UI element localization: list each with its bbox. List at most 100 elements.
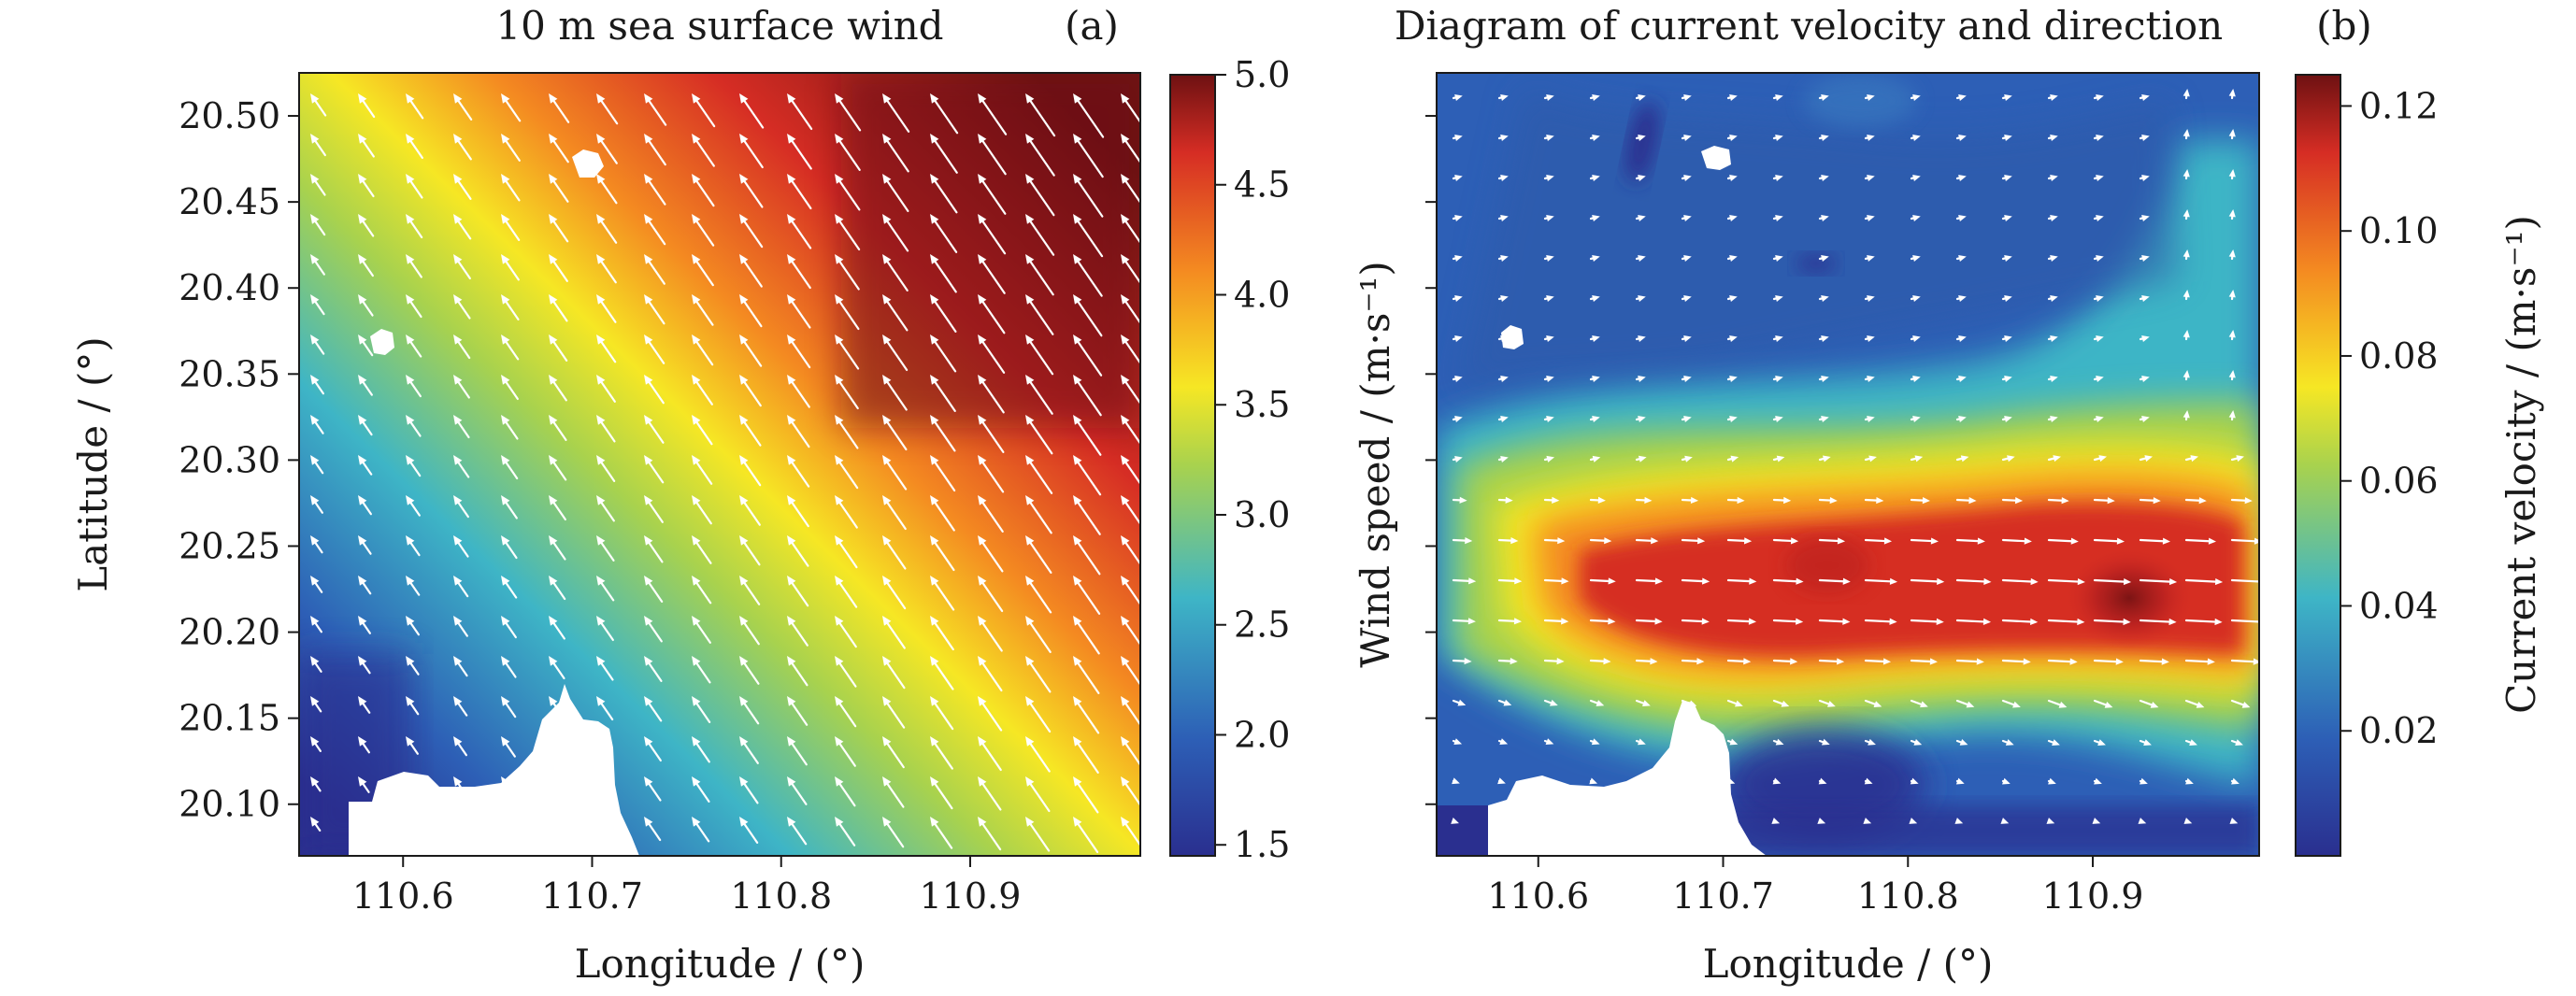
current-vector-arrow — [1589, 577, 1616, 585]
current-vector-arrow — [2139, 174, 2150, 181]
current-vector-arrow — [1863, 818, 1872, 824]
wind-vector-arrow — [930, 576, 955, 611]
current-vector-arrow — [2093, 739, 2106, 746]
current-vector-arrow — [2001, 537, 2032, 545]
wind-vector-arrow — [358, 415, 373, 436]
wind-vector-arrow — [596, 535, 615, 562]
current-vector-arrow — [1452, 618, 1476, 625]
wind-vector-arrow — [1025, 455, 1053, 494]
wind-vector-arrow — [358, 294, 374, 317]
current-vector-arrow — [1681, 618, 1710, 625]
wind-vector-arrow — [787, 616, 809, 647]
wind-vector-arrow — [406, 455, 422, 477]
current-vector-arrow — [1726, 334, 1738, 342]
current-vector-arrow — [1726, 537, 1753, 545]
wind-vector-arrow — [549, 455, 567, 481]
wind-vector-arrow — [406, 616, 420, 636]
current-vector-arrow — [1635, 537, 1659, 545]
current-vector-arrow — [1772, 496, 1792, 505]
wind-vector-arrow — [739, 294, 763, 328]
wind-vector-arrow — [358, 174, 375, 198]
current-vector-arrow — [2001, 254, 2012, 262]
current-vector-arrow — [2047, 777, 2056, 785]
wind-vector-arrow — [549, 254, 568, 282]
wind-vector-arrow — [1121, 174, 1140, 205]
current-vector-arrow — [2184, 618, 2223, 626]
wind-vector-arrow — [406, 134, 423, 160]
current-vector-arrow — [2229, 818, 2239, 824]
wind-vector-arrow — [835, 334, 860, 370]
wind-vector-arrow — [596, 415, 616, 443]
wind-vector-arrow — [692, 696, 711, 723]
current-vector-arrow — [1635, 375, 1646, 382]
panel-a-ylabel: Latitude / (°) — [70, 336, 116, 592]
wind-vector-arrow — [978, 254, 1006, 294]
wind-vector-arrow — [978, 696, 1003, 732]
current-vector-arrow — [2093, 294, 2104, 302]
current-vector-arrow — [1954, 818, 1964, 824]
current-vector-arrow — [2093, 497, 2115, 505]
wind-vector-arrow — [1073, 696, 1100, 734]
current-vector-arrow — [1635, 93, 1646, 101]
current-vector-arrow — [1955, 658, 1984, 665]
wind-vector-arrow — [549, 857, 563, 877]
current-vector-arrow — [1681, 294, 1692, 302]
panel-b-xtick-label: 110.7 — [1672, 875, 1774, 917]
current-vector-arrow — [1452, 699, 1467, 706]
wind-vector-arrow — [1073, 576, 1101, 615]
current-vector-arrow — [1910, 214, 1921, 221]
wind-vector-arrow — [978, 576, 1004, 613]
panel-b: 110.6 110.7 110.8 110.9 Diagram of current … — [1395, 3, 2372, 987]
current-vector-arrow — [2001, 618, 2039, 626]
current-vector-arrow — [1452, 777, 1460, 785]
wind-vector-arrow — [835, 294, 860, 331]
current-vector-arrow — [1726, 738, 1739, 746]
current-vector-arrow — [1497, 455, 1509, 462]
current-vector-arrow — [1910, 537, 1939, 545]
wind-vector-arrow — [644, 817, 662, 842]
wind-vector-arrow — [930, 817, 953, 849]
current-vector-arrow — [1543, 455, 1555, 462]
wind-vector-arrow — [596, 455, 616, 482]
wind-vector-arrow — [310, 214, 326, 236]
current-vector-arrow — [2001, 739, 2014, 746]
wind-vector-arrow — [453, 415, 470, 439]
current-vector-arrow — [1772, 658, 1798, 665]
wind-vector-arrow — [1073, 616, 1100, 655]
current-vector-arrow — [2047, 618, 2085, 626]
current-vector-arrow — [1955, 415, 1967, 422]
wind-vector-arrow — [453, 857, 465, 875]
wind-vector-arrow — [1025, 294, 1054, 335]
panel-a-ytick-label: 20.40 — [179, 267, 280, 308]
current-vector-arrow — [1497, 738, 1509, 745]
current-vector-arrow — [2139, 334, 2150, 342]
wind-vector-arrow — [549, 616, 565, 640]
current-vector-arrow — [1497, 415, 1509, 422]
wind-vector-arrow — [644, 576, 664, 603]
wind-vector-arrow — [406, 334, 422, 358]
wind-vector-arrow — [1025, 495, 1052, 534]
wind-vector-arrow — [596, 576, 615, 602]
current-vector-arrow — [1542, 858, 1551, 864]
current-vector-arrow — [2139, 254, 2150, 262]
current-vector-arrow — [1681, 334, 1692, 342]
wind-vector-arrow — [1073, 415, 1102, 456]
wind-vector-arrow — [310, 495, 323, 514]
wind-vector-arrow — [501, 93, 522, 122]
current-vector-arrow — [2228, 289, 2236, 301]
panel-b-label: (b) — [2316, 3, 2372, 49]
current-vector-arrow — [2228, 409, 2236, 421]
panel-b-xtick-label: 110.9 — [2042, 875, 2144, 917]
wind-vector-arrow — [1121, 214, 1140, 245]
wind-vector-arrow — [1073, 656, 1100, 694]
current-vector-arrow — [1864, 415, 1875, 422]
current-vector-arrow — [1543, 415, 1554, 422]
colorbar-b-label: Current velocity / (m·s⁻¹) — [2498, 215, 2544, 714]
wind-vector-arrow — [644, 495, 664, 523]
wind-vector-arrow — [549, 576, 566, 601]
wind-vector-arrow — [596, 134, 618, 164]
current-vector-arrow — [1496, 858, 1505, 864]
wind-vector-arrow — [453, 294, 471, 320]
wind-vector-arrow — [453, 375, 470, 399]
current-vector-arrow — [2230, 497, 2253, 505]
